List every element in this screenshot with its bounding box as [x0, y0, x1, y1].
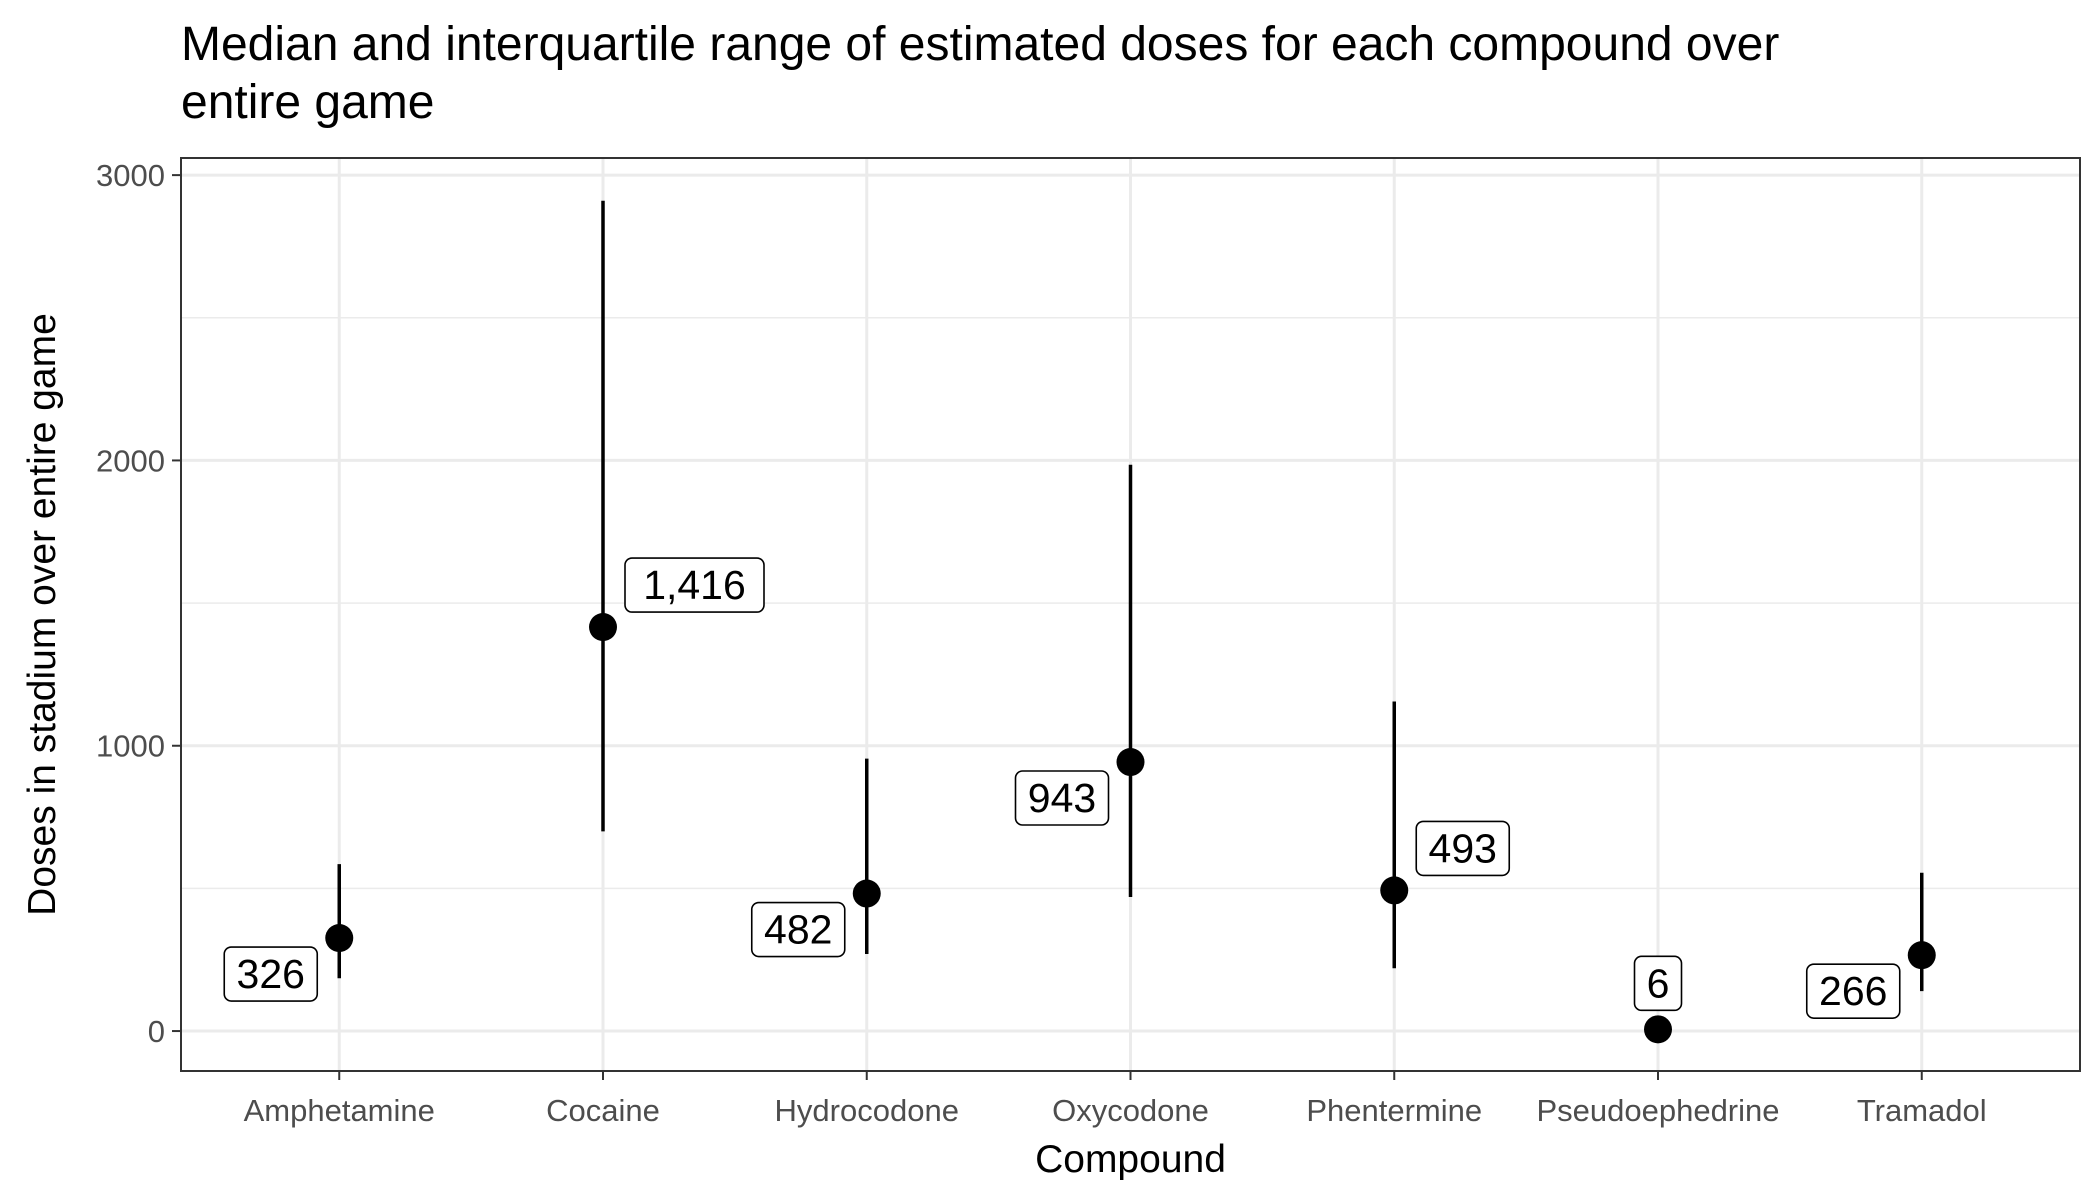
- data-label: 6: [1633, 955, 1683, 1012]
- x-tick-label: Pseudoephedrine: [1536, 1093, 1779, 1128]
- x-tick-label: Phentermine: [1306, 1093, 1482, 1128]
- data-label-box: [223, 946, 319, 1002]
- median-point: [1907, 941, 1936, 970]
- data-label-box: [624, 557, 765, 613]
- data-label-box: [1633, 955, 1683, 1012]
- y-tick-label: 1000: [96, 729, 165, 764]
- median-point: [1116, 748, 1145, 777]
- y-tick-label: 3000: [96, 158, 165, 193]
- data-label-text: 326: [237, 951, 305, 997]
- data-label-box: [1805, 963, 1901, 1019]
- median-point: [1380, 876, 1409, 905]
- data-label: 326: [223, 946, 319, 1002]
- y-tick-label: 0: [148, 1014, 165, 1049]
- data-label-text: 6: [1647, 960, 1670, 1006]
- data-label-text: 493: [1429, 825, 1497, 871]
- x-tick-label: Hydrocodone: [775, 1093, 959, 1128]
- data-label: 493: [1415, 820, 1511, 877]
- y-axis-title: Doses in stadium over entire game: [21, 313, 64, 916]
- x-tick-label: Tramadol: [1857, 1093, 1987, 1128]
- data-label-text: 266: [1819, 968, 1887, 1014]
- chart-title-line: entire game: [181, 76, 434, 129]
- y-tick-label: 2000: [96, 443, 165, 478]
- data-label-text: 482: [764, 907, 832, 953]
- plot-marks: 326 1,416 482 943 493 6 266: [223, 200, 1936, 1044]
- data-label-text: 1,416: [643, 562, 746, 608]
- x-tick-label: Cocaine: [546, 1093, 660, 1128]
- median-point: [852, 879, 881, 908]
- x-tick-label: Oxycodone: [1052, 1093, 1209, 1128]
- data-label: 1,416: [624, 557, 765, 613]
- axes: 0 1000 2000 3000 Amphetamine Cocaine Hydrocodo…: [96, 158, 1987, 1128]
- x-axis-title: Compound: [1035, 1138, 1226, 1181]
- x-tick-label: Amphetamine: [244, 1093, 435, 1128]
- data-label: 943: [1014, 770, 1110, 826]
- median-point: [325, 924, 354, 953]
- data-label: 266: [1805, 963, 1901, 1019]
- data-label-box: [750, 901, 846, 958]
- data-label-box: [1014, 770, 1110, 826]
- median-point: [1644, 1015, 1672, 1044]
- data-label: 482: [750, 901, 846, 958]
- median-point: [589, 613, 617, 642]
- data-label-box: [1415, 820, 1511, 877]
- data-label-text: 943: [1028, 775, 1096, 821]
- chart-title-line: Median and interquartile range of estima…: [181, 18, 1779, 71]
- chart-title: Median and interquartile range of estima…: [181, 18, 1779, 129]
